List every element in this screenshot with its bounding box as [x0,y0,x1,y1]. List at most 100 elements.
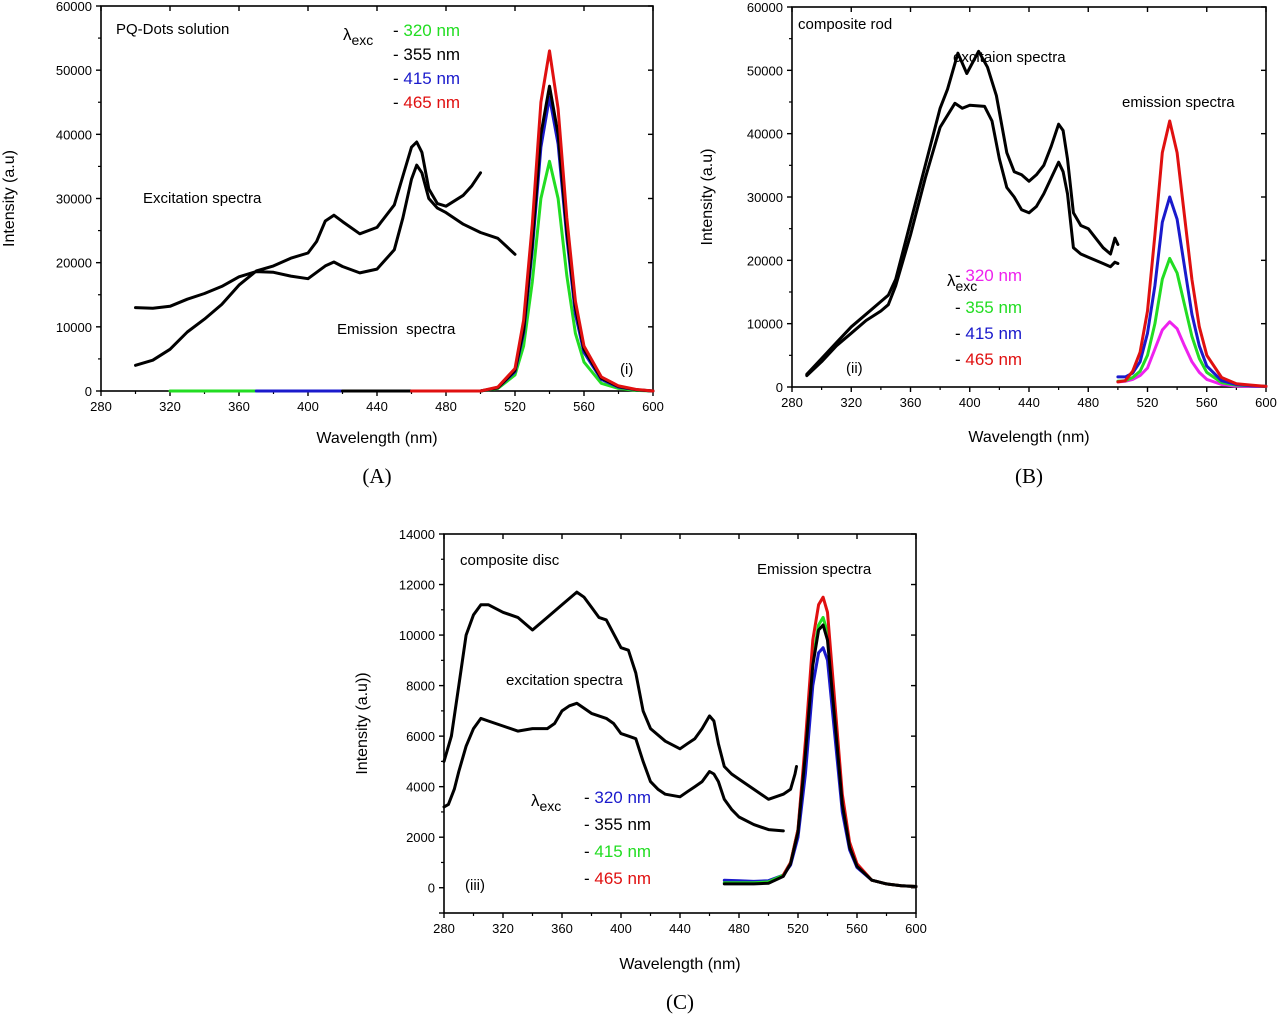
annotation-label: excitaion spectra [953,49,1066,66]
lambda-exc-label: λexc [343,25,373,48]
legend-item: - 355 nm [393,45,460,64]
legend-dash: - [584,869,594,888]
panel-roman-numeral: (ii) [846,360,863,377]
legend-item: - 355 nm [955,298,1022,317]
panel-label: (A) [362,464,391,488]
y-tick-label: 60000 [56,0,92,14]
panel-label: (C) [666,990,694,1014]
series-emission-465 [410,49,655,393]
legend-dash: - [584,842,594,861]
y-tick-label: 2000 [406,830,435,845]
y-tick-label: 60000 [747,0,783,15]
panel-roman-numeral: (iii) [465,877,485,894]
annotation-label: excitation spectra [506,672,623,689]
legend-label: 415 nm [965,324,1022,343]
x-tick-label: 560 [846,921,868,936]
y-tick-label: 0 [428,881,435,896]
legend-dash: - [955,324,965,343]
legend-label: 415 nm [594,842,651,861]
series-emission-415 [1116,195,1268,388]
x-tick-label: 320 [840,395,862,410]
legend-item: - 320 nm [955,266,1022,285]
legend-dash: - [393,45,403,64]
x-tick-label: 400 [297,399,319,414]
x-tick-label: 360 [228,399,250,414]
legend-dash: - [584,815,594,834]
legend-label: 355 nm [965,298,1022,317]
y-tick-label: 10000 [747,317,783,332]
legend-dash: - [393,21,403,40]
series-group [134,49,655,393]
series-excitation-upper [442,590,798,801]
y-tick-label: 8000 [406,679,435,694]
series-emission-320 [722,646,918,888]
x-axis-title: Wavelength (nm) [619,956,740,973]
legend-item: - 415 nm [955,324,1022,343]
y-tick-label: 50000 [747,63,783,78]
legend-item: - 320 nm [584,788,651,807]
lambda-subscript: exc [352,32,374,48]
lambda-exc-label: λexc [947,271,977,294]
x-tick-label: 440 [366,399,388,414]
y-tick-label: 12000 [399,578,435,593]
annotation-label: emission spectra [1122,94,1235,111]
y-tick-label: 50000 [56,63,92,78]
x-tick-label: 320 [159,399,181,414]
legend: λexc- 320 nm- 355 nm- 415 nm- 465 nm [531,788,651,888]
x-tick-label: 480 [435,399,457,414]
y-tick-label: 10000 [56,320,92,335]
y-tick-label: 6000 [406,729,435,744]
series-excitation-1 [134,163,517,310]
x-tick-label: 440 [1018,395,1040,410]
legend-dash: - [955,266,965,285]
y-tick-label: 0 [85,384,92,399]
legend-label: 320 nm [965,266,1022,285]
y-tick-label: 20000 [747,253,783,268]
panel-b: 280 320 360 400 440 480 520 560 600 0 10000 20000 30… [699,0,1277,488]
series-excitation-lower [442,701,785,833]
x-tick-label: 520 [787,921,809,936]
legend-dash: - [955,350,965,369]
y-axis-title: Intensity (a.u) [699,149,716,246]
y-tick-label: 40000 [747,127,783,142]
legend-label: 415 nm [403,69,460,88]
series-excitation-lower [805,101,1120,378]
x-tick-label: 360 [551,921,573,936]
legend-item: - 465 nm [393,93,460,112]
y-tick-label: 10000 [399,628,435,643]
series-excitation-upper [805,49,1120,376]
x-tick-label: 280 [90,399,112,414]
legend-label: 320 nm [594,788,651,807]
panel-roman-numeral: (i) [620,361,633,378]
x-tick-label: 600 [1255,395,1277,410]
legend-label: 355 nm [594,815,651,834]
panel-a: 280 320 360 400 440 480 520 560 600 0 10000 20000 30… [1,0,664,488]
x-tick-label: 480 [1077,395,1099,410]
y-tick-label: 4000 [406,780,435,795]
legend-item: - 355 nm [584,815,651,834]
y-tick-label: 20000 [56,256,92,271]
legend-label: 320 nm [403,21,460,40]
legend-label: 465 nm [594,869,651,888]
legend-item: - 320 nm [393,21,460,40]
legend-dash: - [584,788,594,807]
series-emission-465 [1116,119,1268,388]
legend-dash: - [955,298,965,317]
panel-title: PQ-Dots solution [116,21,229,38]
x-tick-label: 560 [573,399,595,414]
legend-label: 355 nm [403,45,460,64]
lambda-symbol: λ [343,25,352,44]
x-axis-title: Wavelength (nm) [316,430,437,447]
x-tick-label: 400 [610,921,632,936]
lambda-subscript: exc [540,798,562,814]
plot-frame [443,533,917,914]
panel-label: (B) [1015,464,1043,488]
lambda-subscript: exc [956,278,978,294]
x-tick-label: 360 [900,395,922,410]
x-tick-label: 520 [504,399,526,414]
x-tick-label: 560 [1196,395,1218,410]
legend-item: - 465 nm [584,869,651,888]
x-tick-label: 320 [492,921,514,936]
legend: λexc- 320 nm- 355 nm- 415 nm- 465 nm [947,266,1022,369]
